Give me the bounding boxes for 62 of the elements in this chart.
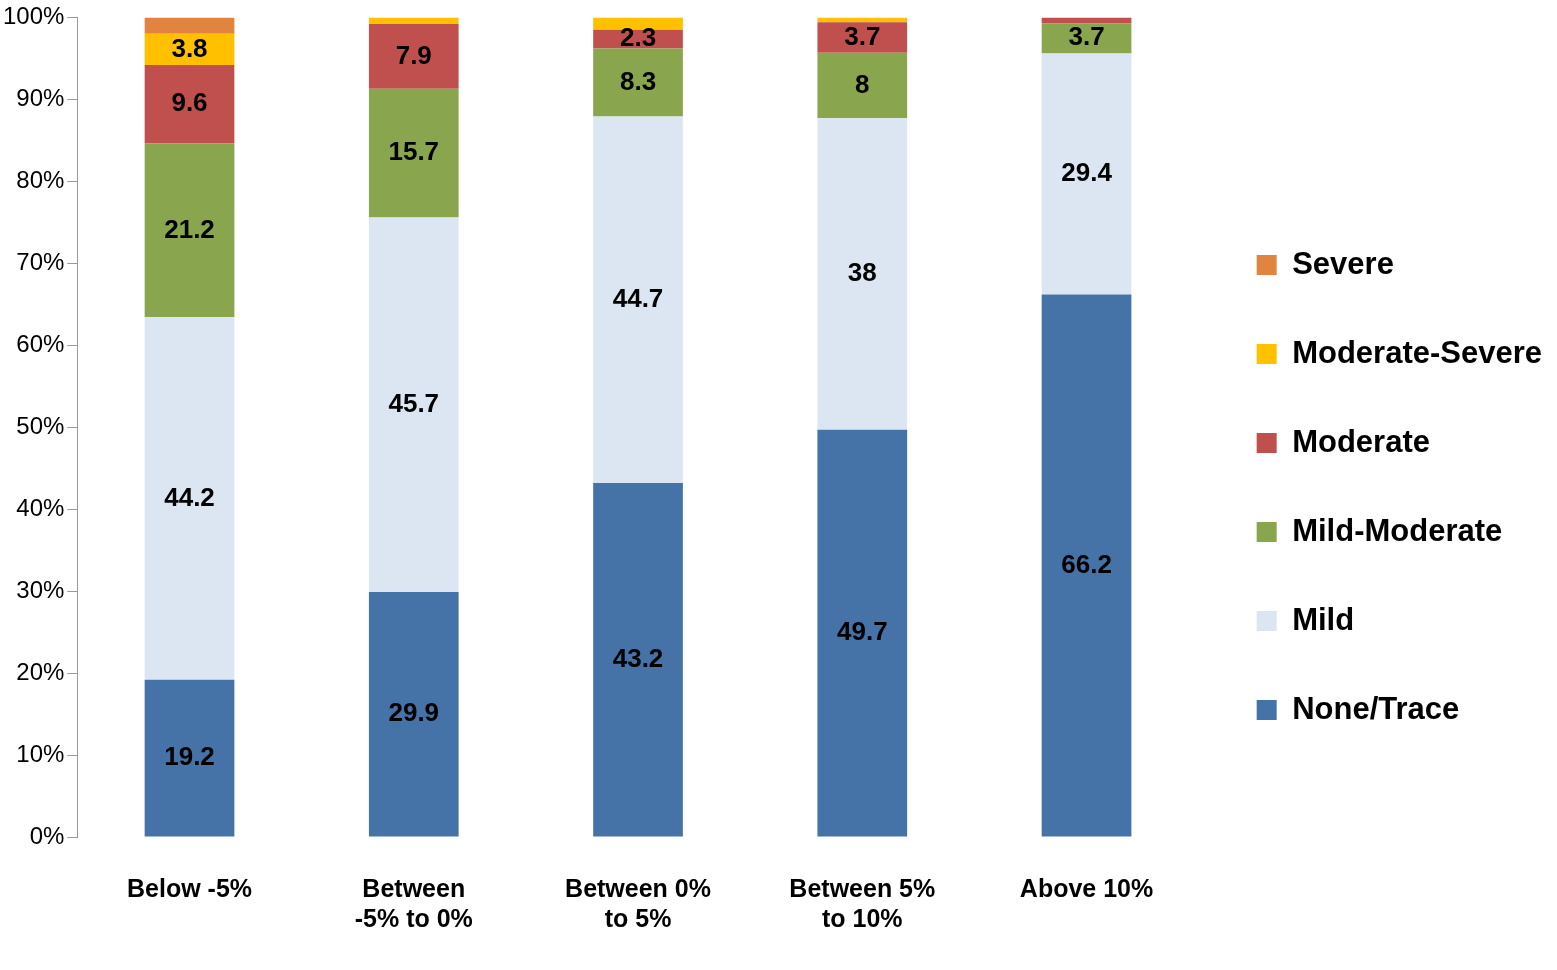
- x-tick-label: Above 10%: [1019, 873, 1154, 902]
- y-tick-label: 90%: [16, 83, 65, 111]
- bar: [817, 429, 908, 837]
- bar: [817, 52, 908, 119]
- bar: [817, 118, 908, 430]
- data-label: 7.9: [395, 39, 432, 70]
- y-tick-label: 80%: [16, 165, 65, 193]
- y-tick-label: 70%: [16, 247, 65, 275]
- bar: [817, 22, 908, 53]
- bar: [1041, 53, 1132, 295]
- x-tick-label: Between 5% to 10%: [789, 873, 936, 932]
- legend-label: Moderate-Severe: [1292, 334, 1543, 370]
- bar: [368, 23, 459, 89]
- legend-label: Mild-Moderate: [1292, 512, 1503, 548]
- data-label: 49.7: [836, 616, 888, 647]
- legend-label: Mild: [1292, 601, 1355, 637]
- bar: [144, 143, 235, 318]
- bar: [368, 88, 459, 218]
- y-tick-label: 0%: [29, 821, 65, 849]
- bar: [368, 591, 459, 837]
- data-label: 8: [855, 68, 870, 99]
- data-label: 9.6: [171, 87, 208, 118]
- y-tick-label: 20%: [16, 657, 65, 685]
- y-tick-label: 100%: [2, 2, 65, 30]
- data-label: 3.7: [844, 20, 881, 51]
- bar: [144, 317, 235, 680]
- data-label: 29.4: [1061, 157, 1113, 188]
- data-label: 2.3: [619, 22, 657, 53]
- data-label: 38: [847, 257, 877, 288]
- y-tick-label: 10%: [16, 739, 65, 767]
- data-label: 3.7: [1068, 21, 1105, 52]
- bar: [144, 679, 235, 837]
- bar: [593, 482, 683, 837]
- data-label: 19.2: [164, 741, 215, 772]
- data-label: 44.7: [612, 282, 664, 313]
- data-label: 44.2: [164, 481, 215, 512]
- data-label: 3.8: [171, 32, 208, 63]
- data-label: 43.2: [612, 642, 664, 673]
- y-tick-label: 30%: [16, 575, 65, 603]
- legend-label: Severe: [1292, 245, 1394, 281]
- legend-label: None/Trace: [1292, 690, 1460, 726]
- x-tick-label: Between -5% to 0%: [354, 873, 473, 932]
- bar: [368, 17, 459, 24]
- x-tick-label: Between 0% to 5%: [565, 873, 711, 932]
- y-tick-label: 60%: [16, 329, 65, 357]
- legend-label: Moderate: [1292, 423, 1430, 459]
- bar: [1041, 294, 1132, 837]
- y-tick-label: 50%: [16, 411, 65, 439]
- bar: [593, 48, 683, 117]
- bar: [144, 17, 235, 34]
- y-tick-label: 40%: [16, 493, 65, 521]
- x-tick-label: Below -5%: [127, 873, 253, 902]
- data-label: 15.7: [388, 136, 440, 167]
- data-label: 8.3: [619, 65, 657, 96]
- bar: [593, 116, 683, 483]
- data-label: 21.2: [164, 213, 215, 244]
- data-label: 45.7: [388, 387, 440, 418]
- bar: [144, 64, 235, 144]
- bar: [368, 217, 459, 592]
- data-label: 29.9: [388, 697, 440, 728]
- data-label: 66.2: [1061, 548, 1112, 579]
- bar: [593, 17, 683, 30]
